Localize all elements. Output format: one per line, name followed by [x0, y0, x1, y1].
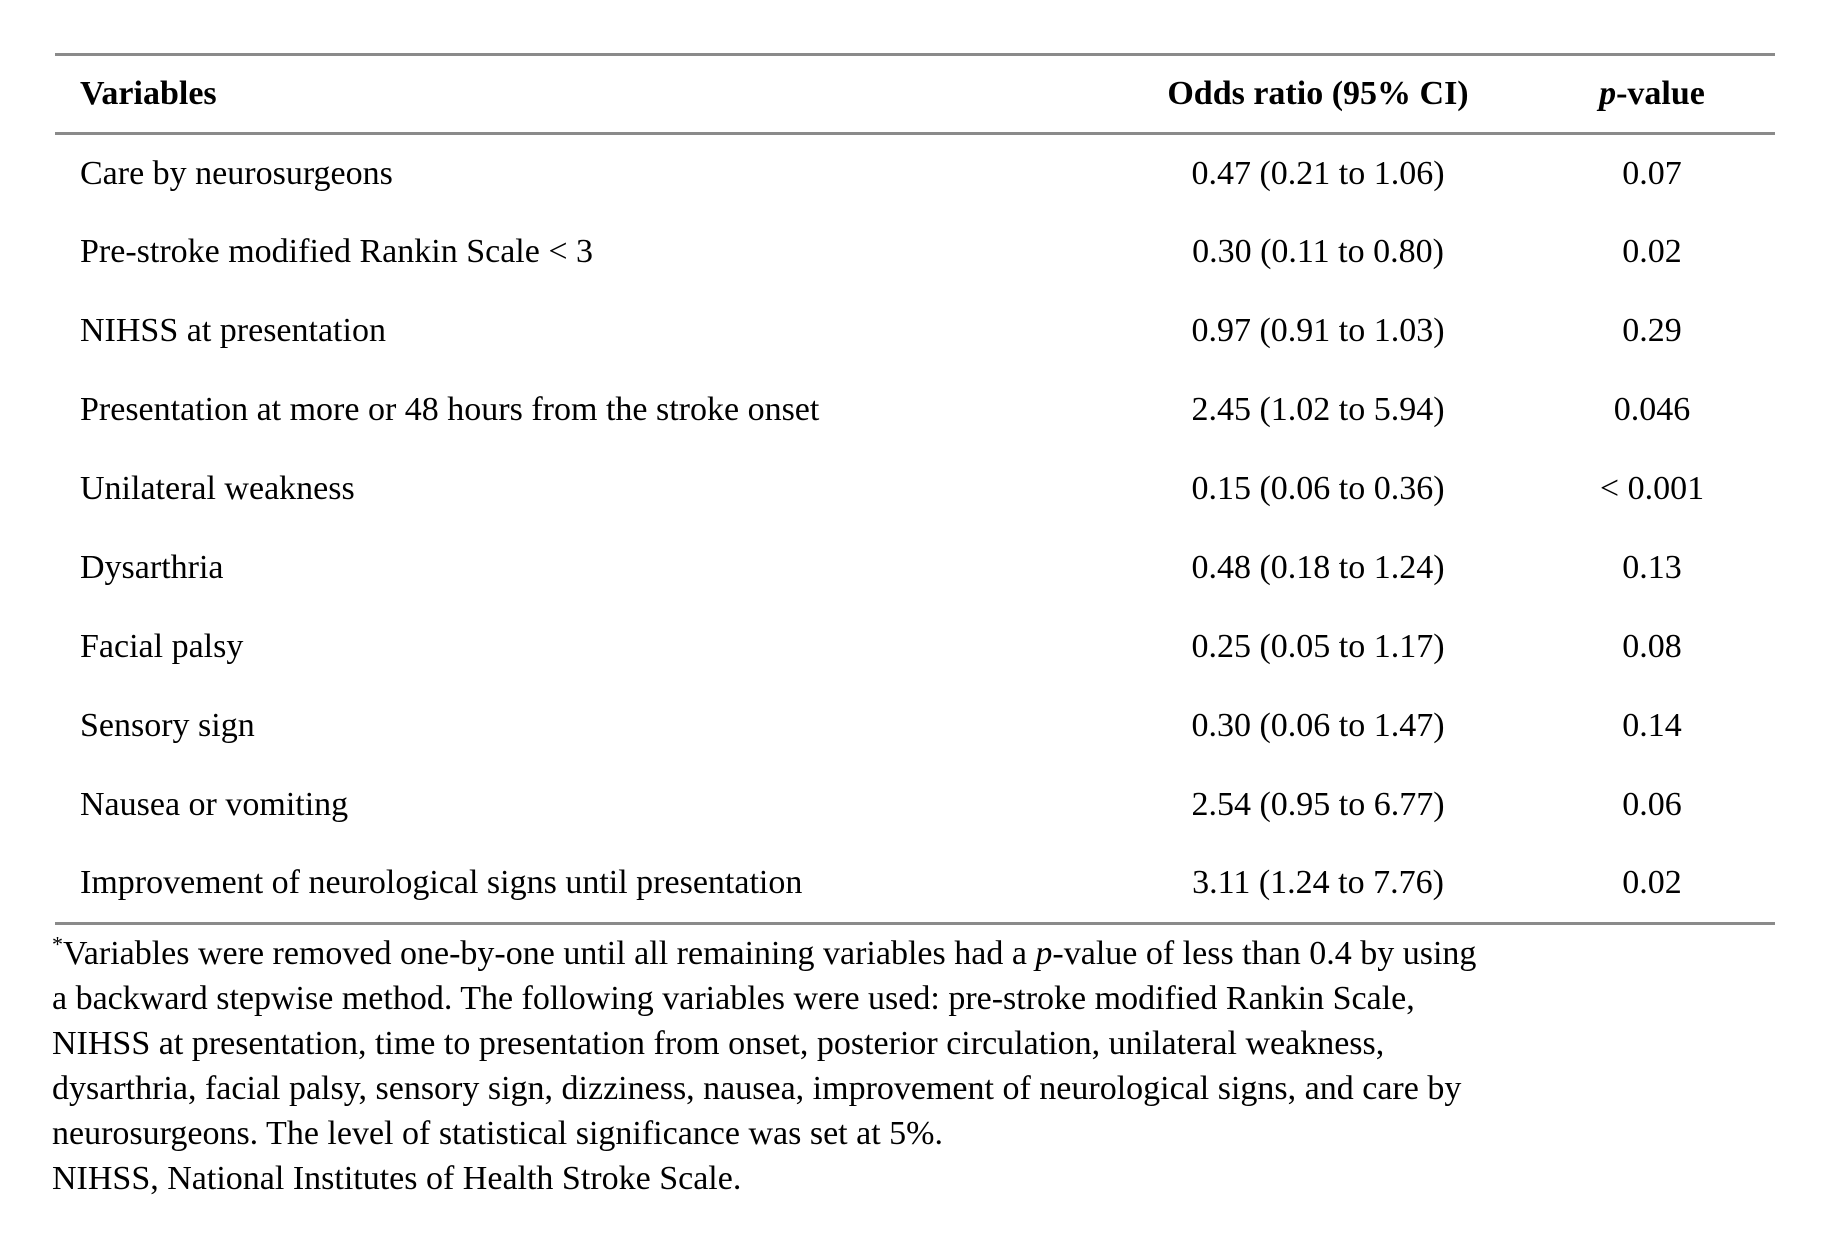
footnote-line-1: *Variables were removed one-by-one until… [52, 931, 1782, 976]
p-value-cell: 0.14 [1622, 707, 1682, 744]
odds-ratio-cell: 0.30 (0.06 to 1.47) [1191, 707, 1445, 744]
p-value-cell: 0.08 [1622, 628, 1682, 665]
odds-ratio-cell: 2.45 (1.02 to 5.94) [1191, 391, 1445, 428]
variable-cell: Improvement of neurological signs until … [80, 864, 803, 902]
table-row: Dysarthria 0.48 (0.18 to 1.24) 0.13 [55, 529, 1775, 608]
p-value-suffix: -value [1616, 75, 1705, 112]
footnote-line-4: dysarthria, facial palsy, sensory sign, … [52, 1070, 1462, 1107]
table-row: Facial palsy 0.25 (0.05 to 1.17) 0.08 [55, 608, 1775, 687]
table-row: Care by neurosurgeons 0.47 (0.21 to 1.06… [55, 134, 1775, 213]
variable-cell: Unilateral weakness [80, 470, 355, 507]
odds-ratio-cell: 2.54 (0.95 to 6.77) [1191, 786, 1445, 823]
odds-ratio-cell: 0.47 (0.21 to 1.06) [1191, 154, 1445, 192]
footnote-marker: * [52, 931, 63, 957]
p-value-cell: 0.13 [1622, 549, 1682, 586]
table-row: Unilateral weakness 0.15 (0.06 to 0.36) … [55, 450, 1775, 529]
footnote-abbreviation: NIHSS, National Institutes of Health Str… [52, 1160, 742, 1197]
odds-ratio-cell: 0.30 (0.11 to 0.80) [1192, 233, 1444, 270]
table-footnote: *Variables were removed one-by-one until… [52, 931, 1782, 1201]
column-header-variables: Variables [80, 75, 217, 112]
odds-ratio-cell: 0.97 (0.91 to 1.03) [1191, 312, 1445, 349]
p-value-cell: 0.29 [1622, 312, 1682, 349]
table-row: Pre-stroke modified Rankin Scale < 3 0.3… [55, 213, 1775, 292]
footnote-line-1-pre: Variables were removed one-by-one until … [63, 935, 1036, 972]
table-header-row: Variables Odds ratio (95% CI) p-value [55, 54, 1775, 134]
p-value-cell: 0.02 [1622, 864, 1682, 902]
variable-cell: Pre-stroke modified Rankin Scale < 3 [80, 233, 594, 270]
footnote-line-1-post: -value of less than 0.4 by using [1052, 935, 1477, 972]
variable-cell: Dysarthria [80, 549, 224, 586]
variable-cell: Care by neurosurgeons [80, 154, 393, 192]
variable-cell: NIHSS at presentation [80, 312, 386, 349]
footnote-italic-p: p [1035, 935, 1053, 972]
p-value-cell: < 0.001 [1599, 470, 1705, 507]
p-value-cell: 0.046 [1613, 391, 1691, 428]
p-value-italic-p: p [1599, 75, 1617, 112]
odds-ratio-cell: 3.11 (1.24 to 7.76) [1192, 864, 1444, 902]
odds-ratio-cell: 0.48 (0.18 to 1.24) [1191, 549, 1445, 586]
table-row: NIHSS at presentation 0.97 (0.91 to 1.03… [55, 292, 1775, 371]
variable-cell: Facial palsy [80, 628, 244, 665]
footnote-line-2: a backward stepwise method. The followin… [52, 980, 1415, 1017]
column-header-odds-ratio: Odds ratio (95% CI) [1167, 75, 1469, 112]
table-row: Presentation at more or 48 hours from th… [55, 371, 1775, 450]
variable-cell: Sensory sign [80, 707, 255, 744]
footnote-line-3: NIHSS at presentation, time to presentat… [52, 1025, 1385, 1062]
table-row: Improvement of neurological signs until … [55, 845, 1775, 924]
p-value-cell: 0.06 [1622, 786, 1682, 823]
odds-ratio-cell: 0.15 (0.06 to 0.36) [1191, 470, 1445, 507]
table-row: Nausea or vomiting 2.54 (0.95 to 6.77) 0… [55, 766, 1775, 845]
p-value-cell: 0.07 [1622, 154, 1682, 192]
regression-table: Variables Odds ratio (95% CI) p-value Ca… [55, 53, 1775, 925]
p-value-cell: 0.02 [1622, 233, 1682, 270]
column-header-p-value: p-value [1529, 55, 1775, 134]
variable-cell: Presentation at more or 48 hours from th… [80, 391, 820, 428]
table-row: Sensory sign 0.30 (0.06 to 1.47) 0.14 [55, 687, 1775, 766]
odds-ratio-cell: 0.25 (0.05 to 1.17) [1191, 628, 1445, 665]
variable-cell: Nausea or vomiting [80, 786, 349, 823]
footnote-line-5: neurosurgeons. The level of statistical … [52, 1115, 943, 1152]
